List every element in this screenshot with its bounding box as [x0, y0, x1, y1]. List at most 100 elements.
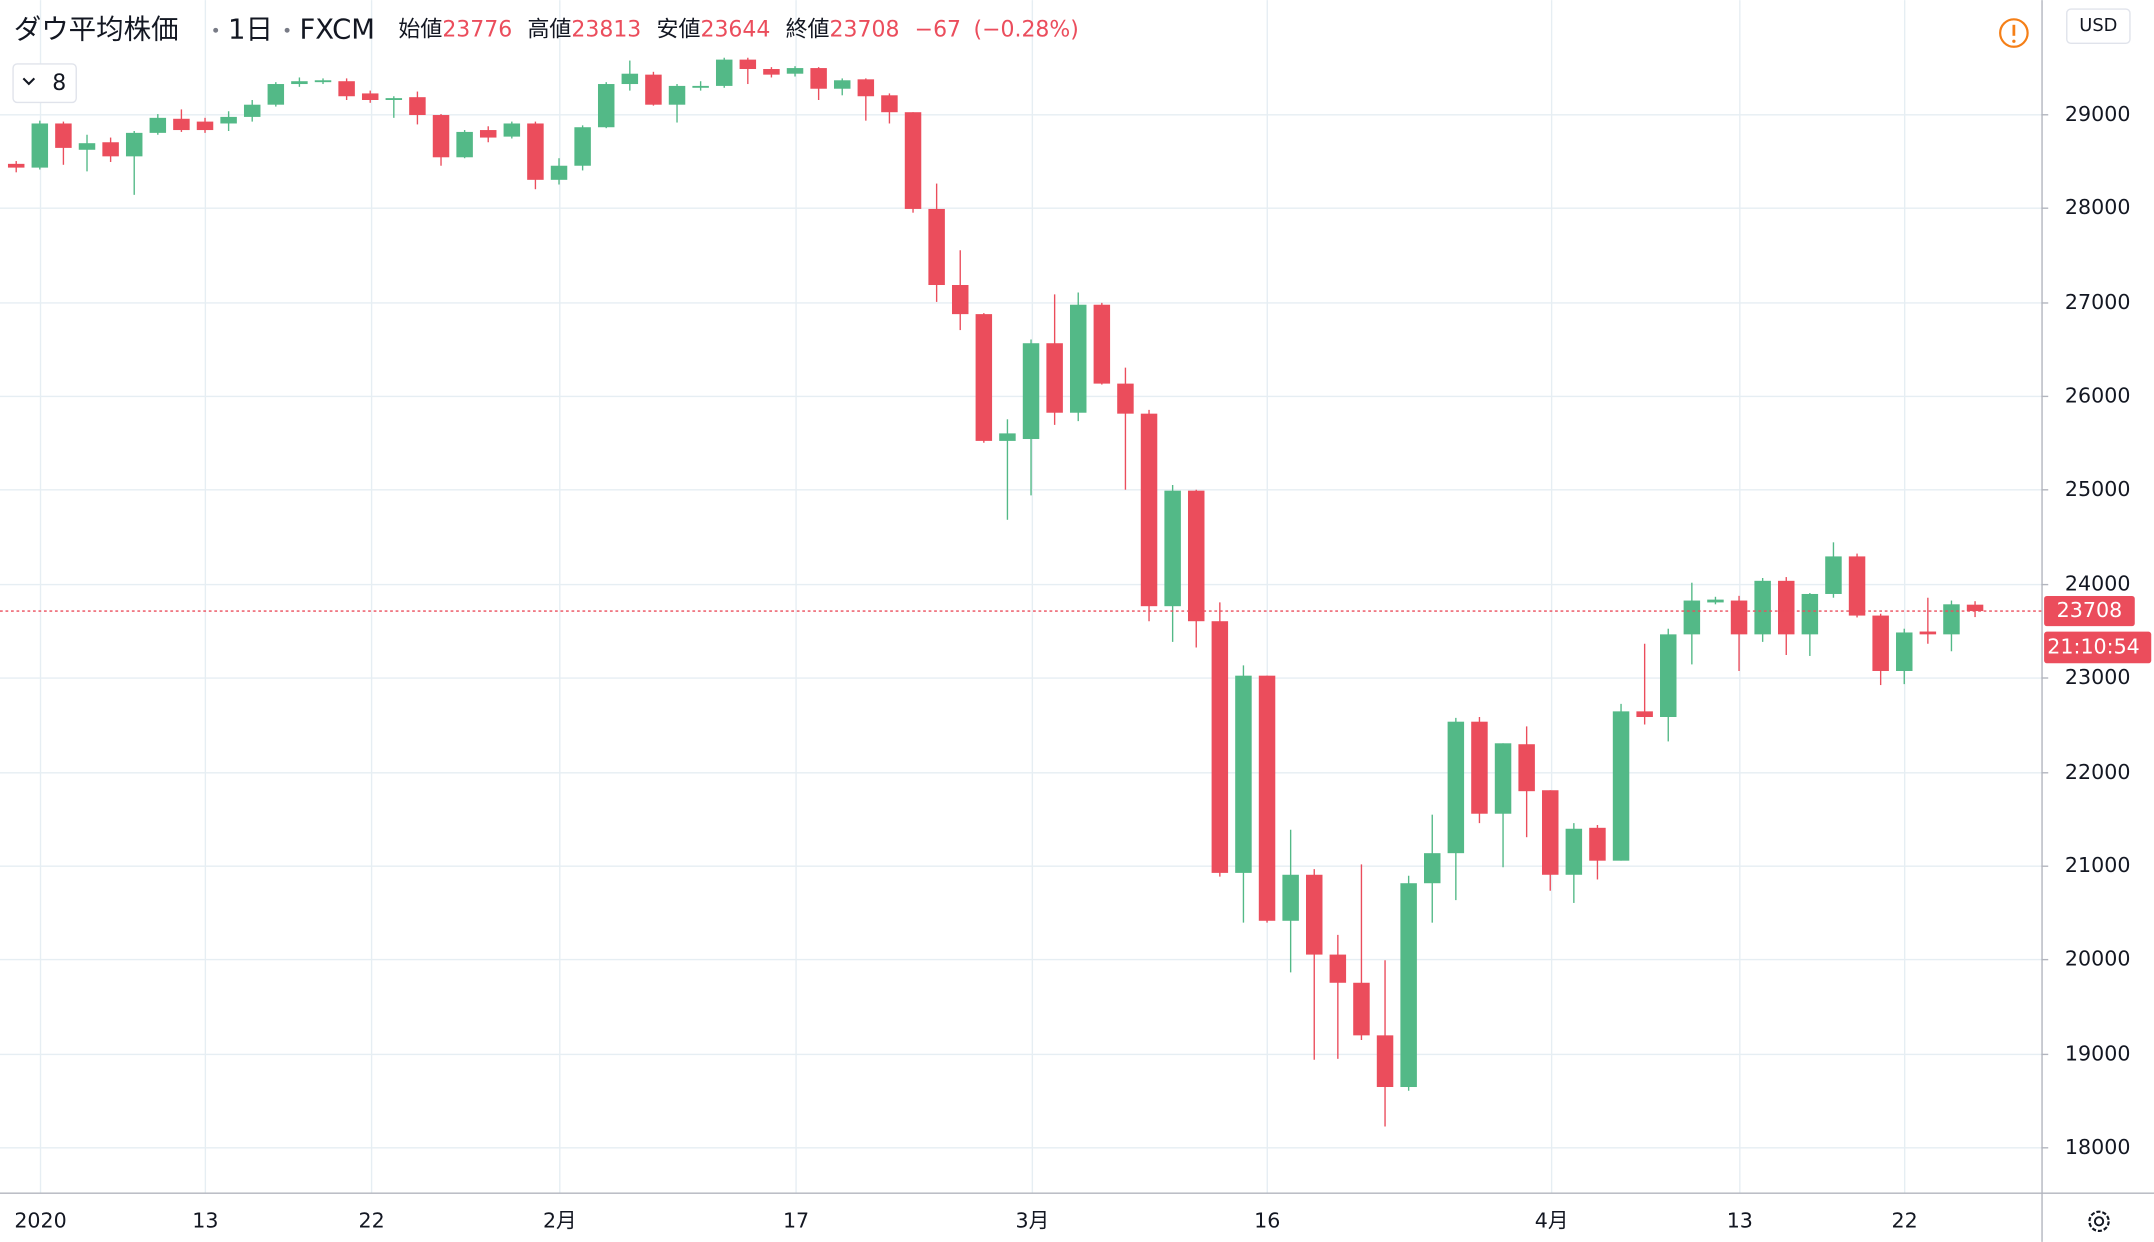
candle-body	[1778, 580, 1795, 635]
separator	[284, 27, 290, 33]
y-tick-label: 25000	[2065, 477, 2131, 501]
candle-body	[503, 123, 521, 137]
candle-body	[1542, 790, 1559, 875]
candle-body	[1494, 743, 1512, 814]
candle-body	[786, 68, 804, 74]
candle-body	[243, 104, 261, 117]
x-tick-label: 13	[1727, 1208, 1753, 1232]
change-pct: (−0.28%)	[974, 17, 1079, 42]
candle-body	[1565, 828, 1583, 875]
header: ダウ平均株価 1日 FXCM 始値23776 高値23813 安値23644 終…	[14, 14, 1079, 45]
candle-body	[621, 73, 639, 85]
candle-body	[1093, 304, 1111, 384]
candle-body	[196, 121, 214, 131]
candle-body	[314, 80, 332, 83]
countdown-tag	[2044, 631, 2152, 664]
candle-body	[31, 123, 49, 168]
y-tick-label: 27000	[2065, 290, 2131, 314]
candle-body	[432, 115, 450, 158]
candle-body	[361, 93, 379, 100]
candle-body	[102, 142, 119, 157]
candle-body	[7, 163, 25, 168]
candle-body	[1069, 304, 1087, 413]
candle-body	[1424, 853, 1441, 884]
plot-area	[0, 0, 2042, 1193]
candle-body	[1164, 490, 1181, 607]
x-tick-label: 3月	[1016, 1208, 1050, 1232]
candle-body	[715, 59, 733, 86]
separator	[213, 27, 219, 33]
indicator-toggle[interactable]: 8	[12, 63, 77, 104]
candle-body	[125, 132, 143, 157]
candle-body	[479, 130, 497, 138]
candle-body	[78, 143, 96, 150]
candle-body	[668, 85, 686, 105]
source: FXCM	[299, 14, 375, 45]
candle-body	[149, 117, 167, 133]
candle-body	[881, 95, 898, 113]
candle-body	[857, 79, 875, 97]
gear-outer[interactable]	[2088, 1210, 2110, 1233]
candle-body	[1305, 874, 1323, 955]
open-value: 23776	[442, 17, 512, 42]
candle-body	[763, 69, 780, 75]
candle-body	[1022, 343, 1040, 440]
candle-body	[1447, 721, 1465, 854]
candle-body	[409, 97, 426, 116]
candle-body	[1400, 883, 1417, 1088]
y-tick-label: 24000	[2065, 572, 2131, 596]
candle-body	[1258, 675, 1276, 921]
candle-body	[220, 116, 237, 124]
candle-body	[1660, 634, 1677, 717]
low-label: 安値	[657, 17, 701, 42]
candle-body	[1046, 343, 1063, 413]
interval: 1日	[228, 14, 273, 45]
warning-icon[interactable]	[1999, 18, 2029, 48]
y-tick-label: 19000	[2065, 1041, 2131, 1065]
warning-circle[interactable]	[1999, 18, 2029, 48]
candle-body	[1589, 827, 1606, 861]
price-tag	[2044, 595, 2135, 627]
candle-body	[1117, 383, 1134, 414]
candle-body	[1896, 632, 1913, 671]
gear-inner	[2093, 1216, 2105, 1227]
candle-body	[1376, 1035, 1394, 1088]
ohlc-legend: 始値23776 高値23813 安値23644 終値23708 −67 (−0.…	[398, 17, 1078, 42]
y-tick-label: 23000	[2065, 665, 2131, 689]
candle-body	[574, 127, 591, 166]
candle-body	[1636, 711, 1653, 717]
currency-box[interactable]: USD	[2066, 8, 2131, 45]
currency: USD	[2079, 15, 2117, 36]
candle-body	[1235, 675, 1252, 873]
x-tick-label: 13	[192, 1208, 218, 1232]
chart-title: ダウ平均株価	[14, 14, 179, 45]
x-tick-label: 4月	[1535, 1208, 1569, 1232]
y-tick-label: 18000	[2065, 1135, 2131, 1159]
candle-body	[267, 84, 285, 105]
candle-body	[975, 314, 993, 441]
currency-button[interactable]	[2066, 8, 2131, 45]
candle-body	[1140, 413, 1158, 607]
x-tick-label: 2020	[14, 1208, 66, 1232]
candle-body	[833, 80, 851, 89]
candle-body	[1518, 744, 1535, 792]
candle-body	[1187, 490, 1205, 622]
candle-body	[928, 208, 945, 286]
toggle-button[interactable]	[12, 63, 77, 104]
candle-body	[692, 85, 709, 88]
chevron-icon	[22, 77, 36, 86]
candle-body	[1943, 604, 1960, 635]
price-tag-label: 23708	[2057, 598, 2123, 622]
candle-body	[951, 285, 969, 315]
settings-icon[interactable]	[2088, 1210, 2110, 1233]
candle-body	[1801, 593, 1819, 635]
candle-body	[1282, 874, 1299, 921]
high-label: 高値	[527, 17, 571, 42]
candle-body	[1211, 621, 1229, 873]
y-tick-label: 26000	[2065, 383, 2131, 407]
warning-dot	[2012, 39, 2016, 43]
y-tick-label: 22000	[2065, 760, 2131, 784]
x-tick-label: 2月	[543, 1208, 577, 1232]
candle-body	[527, 123, 544, 180]
